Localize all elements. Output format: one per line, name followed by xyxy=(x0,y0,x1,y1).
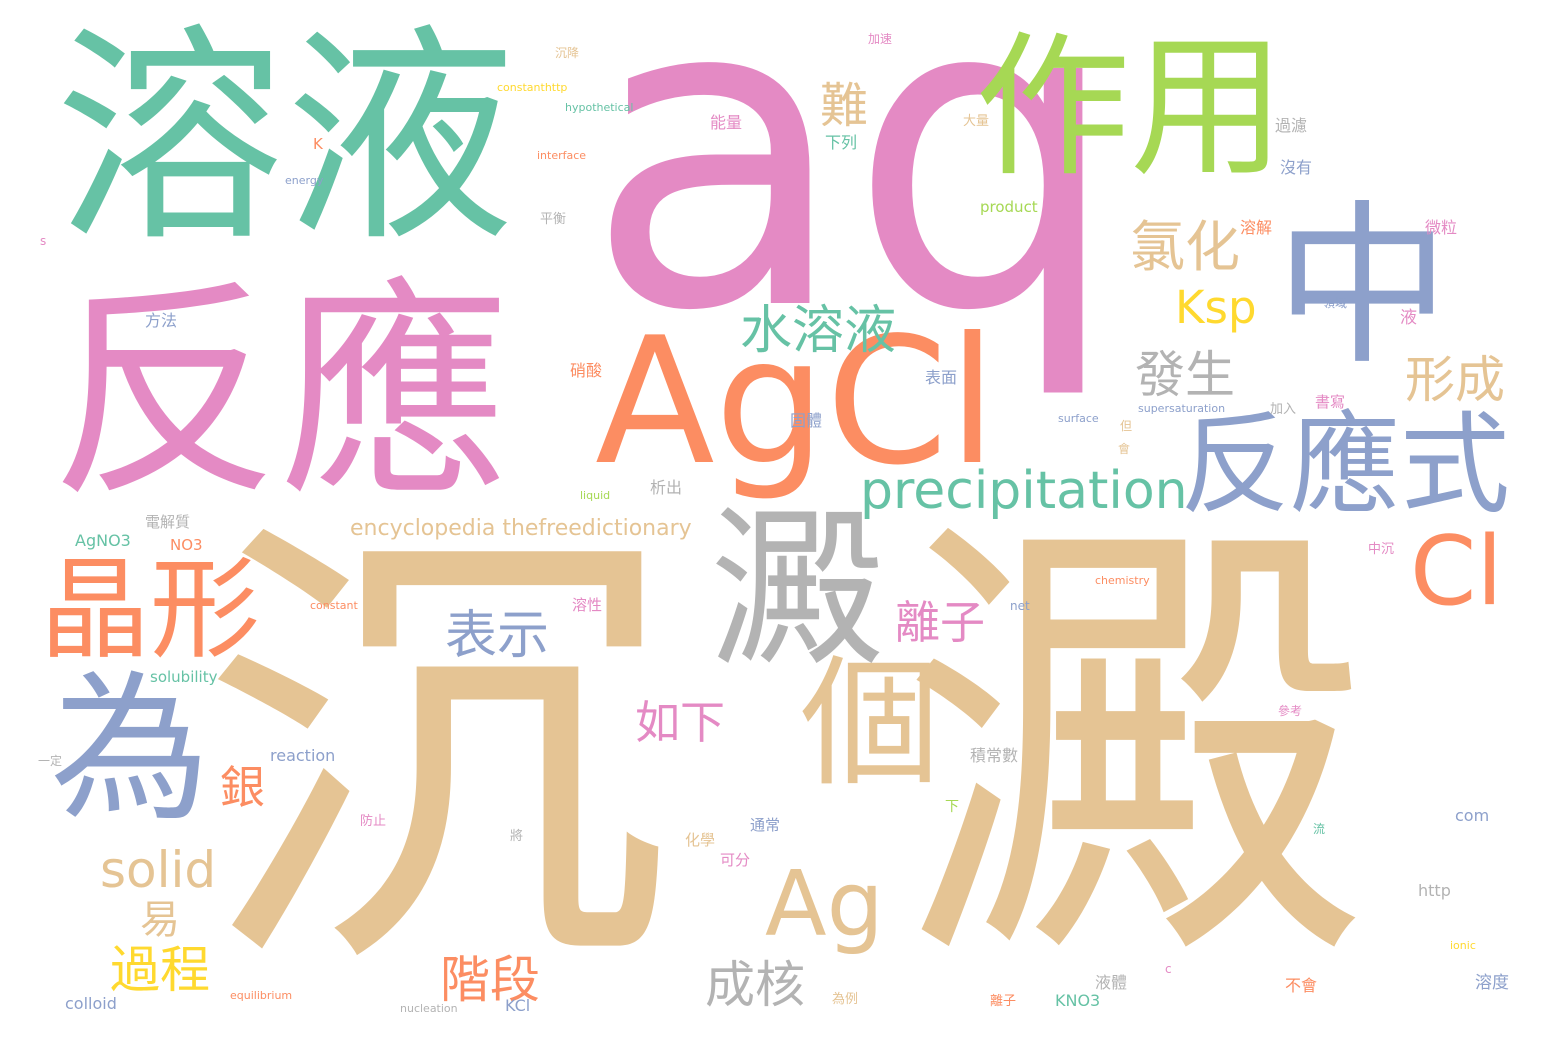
cloud-word: liquid xyxy=(580,489,611,502)
cloud-word: 澱 xyxy=(710,491,885,694)
cloud-word: Ag xyxy=(765,852,884,957)
cloud-word: 表面 xyxy=(925,368,958,387)
cloud-word: 下列 xyxy=(825,133,858,152)
cloud-word: supersaturation xyxy=(1138,402,1226,415)
cloud-word: 但 xyxy=(1120,419,1133,433)
cloud-word: equilibrium xyxy=(230,989,293,1002)
cloud-word: 可分 xyxy=(720,851,751,869)
cloud-word: product xyxy=(980,198,1038,216)
cloud-word: reaction xyxy=(270,746,336,765)
cloud-word: net xyxy=(1010,599,1030,613)
cloud-word: 下 xyxy=(945,799,959,815)
cloud-word: 將 xyxy=(510,829,524,844)
cloud-word: 氯化 xyxy=(1130,215,1241,279)
cloud-word: KCl xyxy=(505,996,531,1015)
cloud-word: 表示 xyxy=(445,606,550,666)
cloud-word: 析出 xyxy=(650,478,683,497)
cloud-word: 防止 xyxy=(360,814,387,829)
cloud-word: 硝酸 xyxy=(570,361,603,380)
cloud-word: c xyxy=(1165,962,1172,976)
cloud-word: 為例 xyxy=(832,992,859,1007)
cloud-word: 過程 xyxy=(110,941,210,999)
cloud-word: constanthttp xyxy=(497,81,568,94)
cloud-word: 溶性 xyxy=(572,596,603,614)
cloud-word: encyclopedia thefreedictionary xyxy=(350,516,692,541)
cloud-word: aq xyxy=(585,0,1122,405)
cloud-word: hypothetical xyxy=(565,101,634,114)
cloud-word: solid xyxy=(100,841,217,899)
cloud-word: colloid xyxy=(65,994,117,1013)
cloud-word: chemistry xyxy=(1095,574,1150,587)
cloud-word: 書寫 xyxy=(1315,393,1346,411)
cloud-word: 大量 xyxy=(963,114,990,129)
cloud-word: 能量 xyxy=(710,113,743,132)
cloud-word: 液體 xyxy=(1095,973,1128,992)
cloud-word: 為 xyxy=(50,656,211,843)
cloud-word: 固體 xyxy=(790,411,823,430)
cloud-word: 過濾 xyxy=(1275,116,1308,135)
cloud-word: 水溶液 xyxy=(740,301,897,361)
cloud-word: K xyxy=(313,135,323,153)
cloud-word: 流 xyxy=(1313,822,1326,836)
cloud-word: interface xyxy=(537,149,587,162)
cloud-word: 個 xyxy=(800,643,941,806)
cloud-word: 反應式 xyxy=(1180,401,1510,529)
cloud-word: constant xyxy=(310,599,358,612)
cloud-word: 如下 xyxy=(635,696,726,749)
cloud-word: 易 xyxy=(140,897,180,943)
cloud-word: 沉 xyxy=(200,481,670,1028)
cloud-word: precipitation xyxy=(860,461,1188,521)
cloud-word: 加速 xyxy=(868,32,893,46)
cloud-word: Cl xyxy=(1410,517,1503,627)
cloud-word: 會 xyxy=(1118,442,1131,456)
cloud-word: 一定 xyxy=(38,754,63,768)
cloud-word: 中沉 xyxy=(1368,542,1395,557)
cloud-word: KNO3 xyxy=(1055,991,1101,1010)
cloud-word: ionic xyxy=(1450,939,1476,952)
cloud-word: 中 xyxy=(1275,186,1450,389)
cloud-word: 銀 xyxy=(220,761,266,814)
cloud-word: 積常數 xyxy=(970,746,1019,765)
cloud-word: nucleation xyxy=(400,1002,458,1015)
cloud-word: 成核 xyxy=(705,956,805,1014)
cloud-word: 反應 xyxy=(50,261,511,528)
cloud-word: 化學 xyxy=(685,831,716,849)
cloud-word: 澱 xyxy=(900,481,1370,1028)
cloud-word: 溶液 xyxy=(55,6,516,273)
cloud-word: 參考 xyxy=(1278,704,1303,718)
cloud-word: 離子 xyxy=(895,596,986,649)
cloud-word: com xyxy=(1455,806,1490,825)
cloud-word: 領域 xyxy=(1323,296,1348,310)
cloud-word: 離子 xyxy=(990,994,1017,1009)
cloud-word: 微粒 xyxy=(1425,218,1458,237)
cloud-word: 形成 xyxy=(1405,351,1505,409)
cloud-word: surface xyxy=(1058,412,1099,425)
cloud-word: 溶解 xyxy=(1240,218,1273,237)
cloud-word: 不會 xyxy=(1285,976,1318,995)
cloud-word: 難 xyxy=(811,80,867,128)
cloud-word: 電解質 xyxy=(145,513,191,531)
cloud-word: NO3 xyxy=(170,536,203,554)
cloud-word: 平衡 xyxy=(540,212,567,227)
cloud-word: http xyxy=(1418,881,1451,900)
cloud-word: 通常 xyxy=(750,816,781,834)
cloud-word: energy xyxy=(285,174,324,187)
cloud-word: 溶度 xyxy=(1475,973,1509,993)
cloud-word: 發生 xyxy=(1135,346,1235,404)
cloud-word: 階段 xyxy=(440,951,540,1009)
cloud-word: solubility xyxy=(150,668,218,686)
cloud-word: 加入 xyxy=(1270,402,1297,417)
cloud-word: Ksp xyxy=(1175,281,1257,334)
cloud-word: 沒有 xyxy=(1280,158,1313,177)
cloud-word: 沉降 xyxy=(555,46,580,60)
cloud-word: AgNO3 xyxy=(75,531,131,550)
cloud-word: 晶形 xyxy=(40,546,260,674)
cloud-word: s xyxy=(40,234,47,248)
cloud-word: 液 xyxy=(1400,308,1417,328)
cloud-word: 方法 xyxy=(145,311,178,330)
cloud-word: 作用 xyxy=(975,17,1285,198)
cloud-word: AgCl xyxy=(595,301,997,504)
